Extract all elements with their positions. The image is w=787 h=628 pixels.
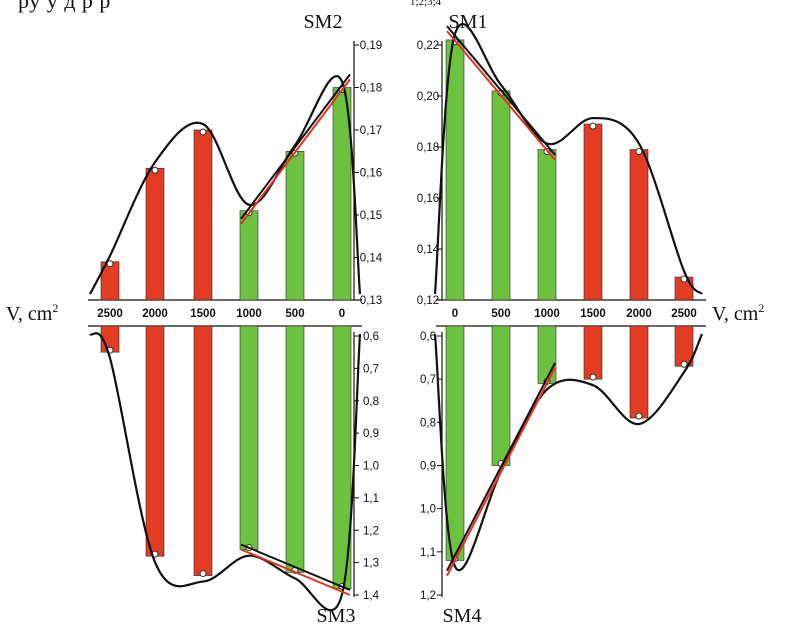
point-marker-sm2-2000: [151, 166, 159, 174]
x-tick-label-sm1-500: 500: [491, 308, 510, 320]
x-tick-label-sm2-2500: 2500: [97, 308, 123, 320]
panel-sm2: 0,13 0,14 0,15 0,16 0,17 0,18 0,19 2500 2000 1500…: [89, 11, 383, 320]
tick-label-sm4: 1,0: [420, 504, 436, 516]
tick-label-sm4: 1,2: [420, 590, 436, 602]
trend-line-black-sm1: [446, 25, 556, 156]
bar-sm1-1000: [537, 149, 557, 301]
bar-sm4-2000: [629, 325, 649, 419]
point-marker-sm2-1500: [199, 128, 207, 136]
axis-name-left-superscript: 2: [52, 301, 58, 315]
bar-sm3-1500: [193, 325, 213, 576]
axis-name-left: V, cm2: [6, 301, 58, 325]
point-marker-sm4-1500: [589, 373, 597, 381]
bar-sm1-500: [491, 90, 511, 301]
panel-title-sm2: SM2: [304, 11, 343, 33]
panel-sm3: 0,6 0,7 0,8 0,9 1,0 1,1 1,2 1,3 1,4 SM3: [89, 325, 380, 627]
tick-label-sm4: 0,9: [420, 461, 436, 473]
tick-label-sm1: 0,12: [417, 295, 439, 307]
x-tick-label-sm2-1000: 1000: [236, 308, 262, 320]
tick-label-sm1: 0,16: [417, 193, 439, 205]
x-tick-label-sm1-0: 0: [452, 308, 458, 320]
envelope-curve-sm1: [433, 23, 703, 295]
envelope-curve-sm2: [89, 75, 362, 295]
trend-line-red-sm2: [240, 78, 351, 225]
tick-label-sm2: 0,17: [360, 125, 382, 137]
x-tick-label-sm2-2000: 2000: [142, 308, 168, 320]
bar-sm2-1500: [193, 129, 213, 301]
tick-label-sm4: 1,1: [420, 547, 436, 559]
envelope-curve-sm4: [433, 333, 704, 571]
axis-name-right: V, cm2: [712, 301, 764, 325]
bar-sm2-500: [285, 150, 305, 301]
trend-line-black-sm4: [446, 362, 556, 572]
tick-label-sm4: 0,7: [420, 374, 436, 386]
trend-line-black-sm2: [240, 73, 351, 220]
bar-sm3-500: [285, 325, 305, 573]
tick-label-sm2: 0,13: [360, 295, 382, 307]
bar-sm2-2000: [145, 167, 165, 301]
trend-line-red-sm3: [240, 548, 351, 596]
bar-sm4-500: [491, 325, 511, 466]
x-tick-label-sm1-2000: 2000: [626, 308, 652, 320]
bar-sm1-2000: [629, 149, 649, 301]
top-caption: ру у д р р 1;2;3;4: [0, 0, 787, 18]
point-marker-sm1-1500: [589, 122, 597, 130]
panel-title-sm4: SM4: [443, 605, 482, 627]
tick-label-sm3: 1,0: [363, 461, 379, 473]
tick-label-sm2: 0,19: [360, 40, 382, 52]
bar-sm4-1000: [537, 325, 557, 384]
x-tick-label-sm1-1500: 1500: [580, 308, 606, 320]
caption-fragment: ру у д р р: [18, 0, 111, 13]
bar-sm3-1000: [239, 325, 259, 550]
tick-label-sm1: 0,18: [417, 142, 439, 154]
tick-label-sm2: 0,16: [360, 168, 382, 180]
trend-line-red-sm4: [446, 367, 556, 577]
tick-label-sm1: 0,22: [417, 40, 439, 52]
panel-sm1: 0,12 0,14 0,16 0,18 0,20 0,22 0 500 1000 1500 2000…: [417, 11, 703, 320]
tick-label-sm3: 1,2: [363, 525, 379, 537]
tick-label-sm2: 0,18: [360, 83, 382, 95]
x-tick-label-sm1-1000: 1000: [534, 308, 560, 320]
x-tick-label-sm1-2500: 2500: [671, 308, 697, 320]
panel-title-sm1: SM1: [449, 11, 488, 33]
panel-title-sm3: SM3: [317, 605, 356, 627]
trend-line-red-sm1: [446, 30, 556, 161]
bar-sm4-1500: [583, 325, 603, 380]
bar-sm3-2000: [145, 325, 165, 557]
tick-label-sm4: 0,8: [420, 417, 436, 429]
x-tick-label-sm2-500: 500: [285, 308, 304, 320]
panel-sm4: 0,6 0,7 0,8 0,9 1,0 1,1 1,2 SM4: [420, 325, 704, 627]
tick-label-sm1: 0,14: [417, 244, 440, 256]
trend-line-black-sm3: [240, 543, 351, 591]
tick-label-sm1: 0,20: [417, 91, 439, 103]
tick-label-sm3: 1,4: [363, 590, 380, 602]
tick-label-sm2: 0,15: [360, 210, 382, 222]
tick-label-sm3: 0,7: [363, 363, 379, 375]
envelope-curve-sm3: [89, 332, 362, 612]
x-tick-label-sm2-0: 0: [339, 308, 345, 320]
bar-sm2-1000: [239, 210, 259, 301]
caption-subscript: 1;2;3;4: [410, 0, 442, 8]
tick-label-sm3: 0,8: [363, 396, 379, 408]
point-marker-sm4-2500: [680, 360, 688, 368]
tick-label-sm3: 1,3: [363, 558, 379, 570]
tick-label-sm3: 0,6: [363, 331, 379, 343]
tick-label-sm3: 1,1: [363, 493, 379, 505]
tick-label-sm4: 0,6: [420, 331, 436, 343]
point-marker-sm3-1500: [199, 570, 207, 578]
x-tick-label-sm2-1500: 1500: [190, 308, 216, 320]
bar-sm1-1500: [583, 123, 603, 301]
point-marker-sm4-2000: [635, 412, 643, 420]
tick-label-sm3: 0,9: [363, 428, 379, 440]
axis-name-right-superscript: 2: [758, 301, 764, 315]
tick-label-sm2: 0,14: [360, 253, 383, 265]
